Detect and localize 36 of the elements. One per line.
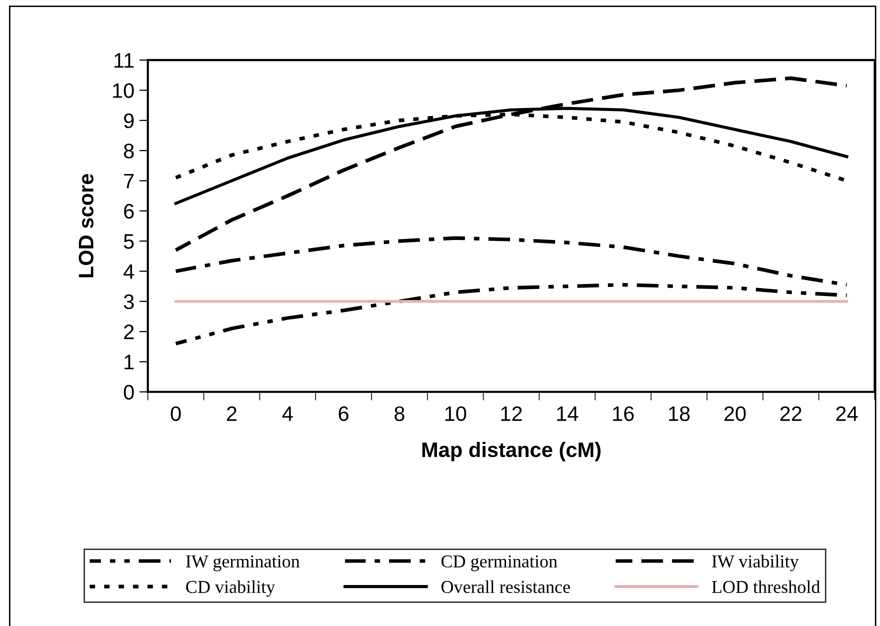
x-tick-label: 10 bbox=[445, 406, 466, 422]
y-tick-label: 11 bbox=[114, 53, 134, 68]
y-axis-title: LOD score bbox=[78, 174, 94, 278]
x-tick-label: 24 bbox=[836, 406, 858, 421]
y-tick-label: 6 bbox=[124, 204, 134, 219]
legend-label: LOD threshold bbox=[712, 580, 820, 594]
legend-label: CD germination bbox=[441, 555, 558, 572]
y-tick-label: 4 bbox=[124, 264, 134, 279]
x-tick-label: 4 bbox=[282, 406, 293, 421]
y-tick-label: 7 bbox=[124, 174, 134, 188]
y-tick-label: 9 bbox=[124, 113, 134, 128]
line-series bbox=[174, 282, 849, 346]
x-tick-label: 2 bbox=[226, 406, 236, 421]
x-tick-label: 6 bbox=[338, 406, 348, 422]
y-tick-label: 1 bbox=[124, 354, 134, 370]
y-tick-label: 0 bbox=[124, 384, 134, 400]
legend-label: IW viability bbox=[712, 554, 799, 572]
x-tick-label: 8 bbox=[394, 406, 404, 422]
legend-label: IW germination bbox=[186, 555, 300, 572]
x-tick-label: 0 bbox=[170, 406, 181, 422]
x-tick-label: 20 bbox=[724, 406, 746, 422]
y-tick-label: 5 bbox=[124, 234, 134, 249]
y-tick-label: 10 bbox=[113, 83, 134, 98]
y-tick-label: 2 bbox=[124, 324, 134, 340]
line-series bbox=[174, 236, 849, 287]
x-tick-label: 16 bbox=[613, 406, 634, 422]
y-tick-label: 8 bbox=[124, 144, 134, 158]
x-tick-label: 12 bbox=[501, 406, 522, 421]
legend-label: CD viability bbox=[186, 580, 276, 597]
x-tick-label: 22 bbox=[780, 406, 802, 421]
legend-label: Overall resistance bbox=[441, 580, 570, 594]
x-tick-label: 18 bbox=[669, 406, 690, 422]
y-tick-label: 3 bbox=[124, 294, 134, 310]
line-series bbox=[174, 76, 849, 252]
x-tick-label: 14 bbox=[557, 406, 578, 421]
x-axis-title: Map distance (cM) bbox=[422, 442, 601, 462]
